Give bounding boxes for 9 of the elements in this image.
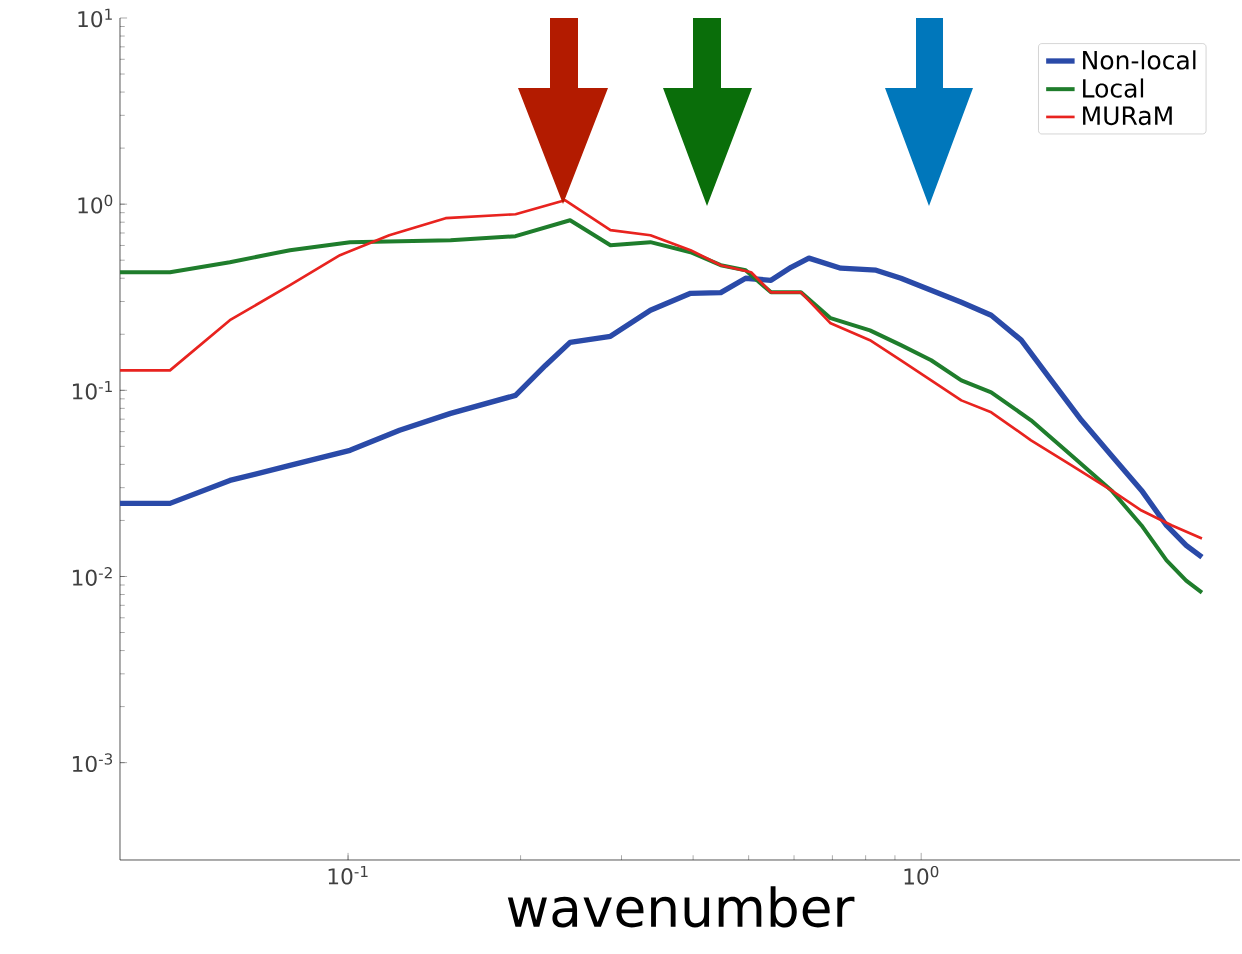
legend-label: MURaM [1083,106,1172,126]
y-tick-label: 10$^{-1}$ [72,381,112,400]
legend-label: Non-local [1083,50,1196,70]
y-tick-label: 10$^{1}$ [78,8,112,28]
y-tick-label: 10$^{-3}$ [72,753,113,773]
y-tick-label: 10$^{-2}$ [72,567,112,586]
x-axis-title: wavenumber [507,886,855,928]
legend-label: Local [1083,78,1144,98]
y-tick-label: 10$^{0}$ [78,194,113,214]
